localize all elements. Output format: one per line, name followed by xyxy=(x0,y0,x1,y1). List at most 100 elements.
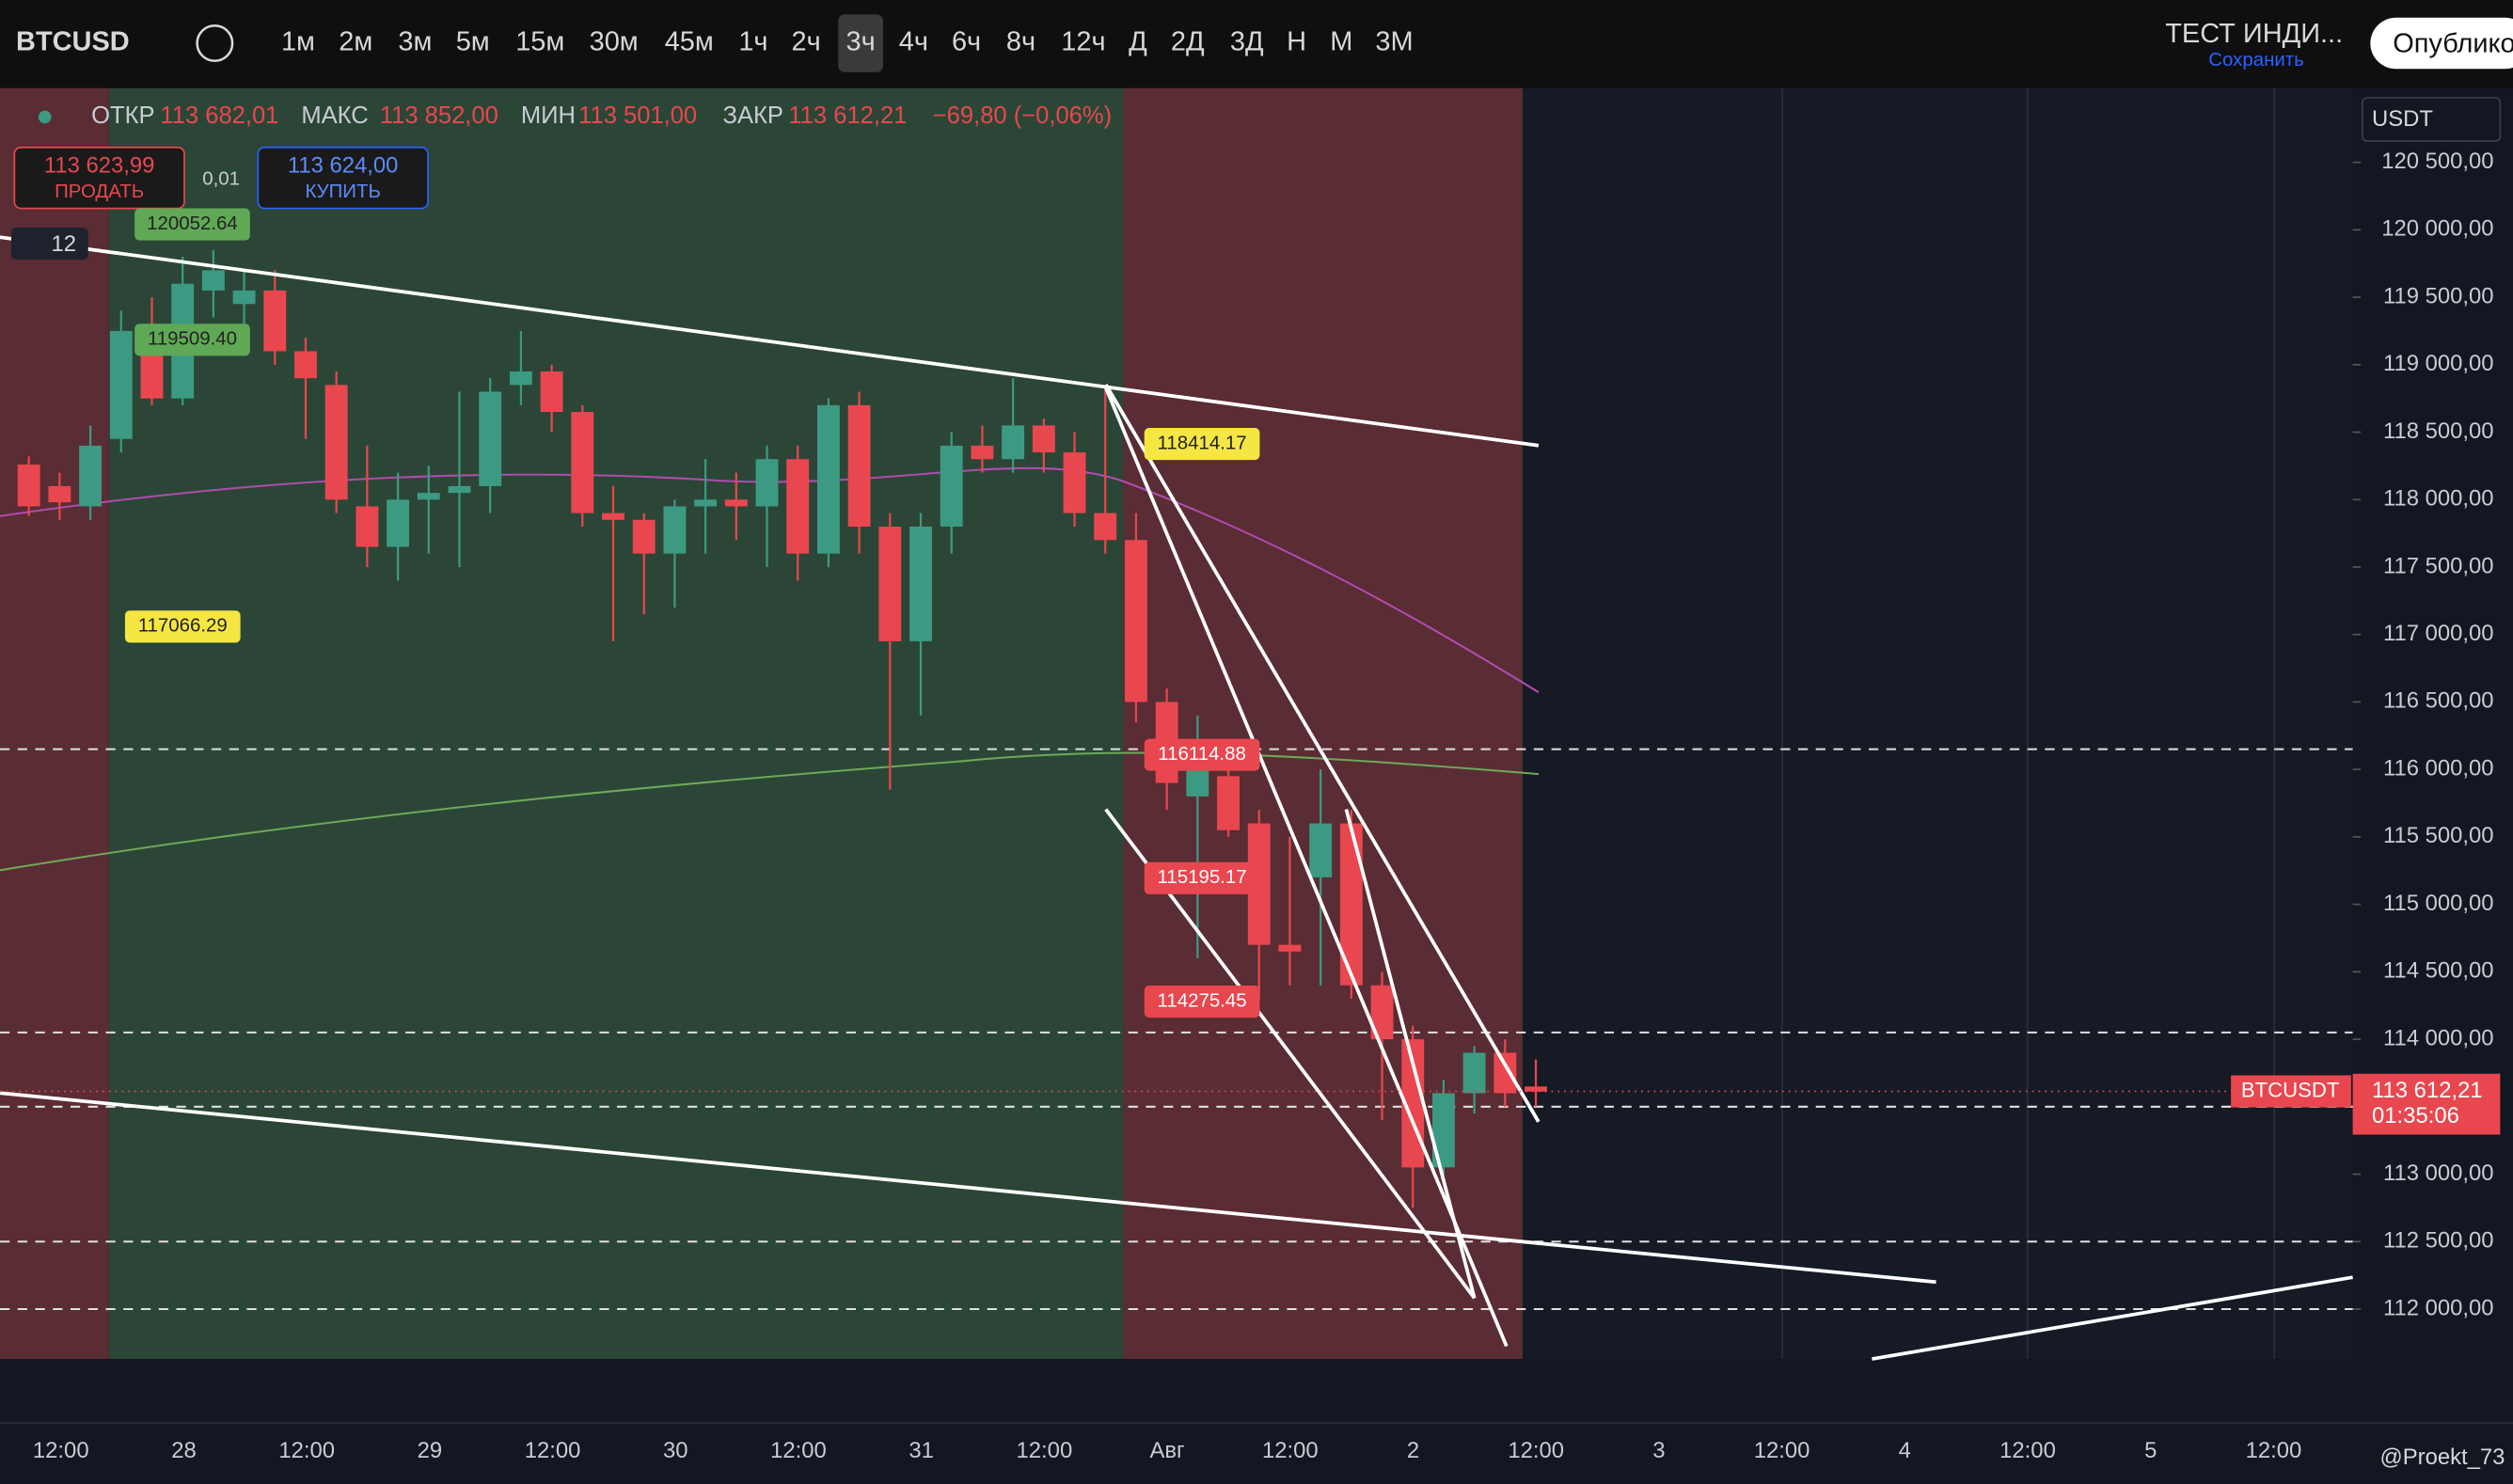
candle-body xyxy=(816,404,840,554)
interval[interactable]: 8ч xyxy=(1006,27,1035,57)
status-dot xyxy=(38,110,52,124)
price-axis xyxy=(2352,87,2513,1419)
candle-body xyxy=(909,526,932,641)
candle-body xyxy=(356,506,379,547)
currency[interactable]: USDT xyxy=(2372,106,2433,132)
interval[interactable]: 3ч xyxy=(846,27,875,57)
y-tick-label: 116 000,00 xyxy=(2383,755,2494,781)
x-tick-label: 12:00 xyxy=(2246,1438,2302,1463)
price-label: 117066.29 xyxy=(138,615,228,637)
candle-body xyxy=(602,513,624,520)
x-tick-label: 12:00 xyxy=(1754,1438,1810,1463)
sell-price[interactable]: 113 623,99 xyxy=(44,153,155,179)
sell[interactable]: ПРОДАТЬ xyxy=(55,181,144,202)
interval[interactable]: 15м xyxy=(515,27,564,57)
y-tick-label: 118 500,00 xyxy=(2383,418,2494,444)
x-tick-label: 12:00 xyxy=(1508,1438,1564,1463)
last-symbol: BTCUSDT xyxy=(2241,1078,2340,1101)
x-tick-label: 12:00 xyxy=(1017,1438,1073,1463)
save[interactable]: Сохранить xyxy=(2208,49,2304,71)
candle-body xyxy=(632,519,656,554)
candle-body xyxy=(1278,944,1302,952)
interval[interactable]: 6ч xyxy=(952,27,981,57)
x-tick-label: 2 xyxy=(1407,1438,1419,1463)
legend-change: −69,80 (−0,06%) xyxy=(933,103,1112,129)
x-tick-label: 31 xyxy=(909,1438,934,1463)
candle-body xyxy=(940,445,963,527)
candle-body xyxy=(847,404,871,527)
y-tick-label: 117 000,00 xyxy=(2383,621,2494,646)
candle-body xyxy=(1032,425,1055,453)
legend-label: МИН xyxy=(521,103,576,129)
add-symbol[interactable] xyxy=(196,24,234,63)
trend-lines xyxy=(0,235,2353,1361)
interval[interactable]: 3М xyxy=(1375,27,1413,57)
legend-label: ЗАКР xyxy=(723,103,783,129)
interval[interactable]: 2Д xyxy=(1171,27,1205,57)
buy-button[interactable] xyxy=(257,146,429,210)
candle-body xyxy=(1370,985,1394,1040)
x-tick-label: 4 xyxy=(1899,1438,1911,1463)
session-red xyxy=(1123,87,1523,1360)
price-label: 115195.17 xyxy=(1158,866,1247,888)
interval[interactable]: 5м xyxy=(456,27,490,57)
candle-body xyxy=(263,290,287,352)
price-label: 120052.64 xyxy=(147,213,238,234)
price-label: 116114.88 xyxy=(1158,743,1246,765)
interval[interactable]: М xyxy=(1330,27,1352,57)
counter-box[interactable] xyxy=(10,227,88,260)
interval[interactable]: 30м xyxy=(590,27,639,57)
layout-name[interactable]: ТЕСТ ИНДИ... xyxy=(2165,19,2343,49)
x-tick-label: 12:00 xyxy=(33,1438,89,1463)
sell-button[interactable] xyxy=(13,146,185,210)
publish[interactable]: Опублико xyxy=(2393,28,2513,58)
interval[interactable]: 3Д xyxy=(1230,27,1264,57)
candle-body xyxy=(324,385,348,500)
x-tick-label: 12:00 xyxy=(770,1438,827,1463)
y-tick-label: 112 500,00 xyxy=(2383,1228,2494,1254)
interval[interactable]: Н xyxy=(1287,27,1306,57)
publish-button[interactable] xyxy=(2370,17,2513,70)
legend-value: 113 682,01 xyxy=(160,103,278,129)
price-label-box xyxy=(1144,738,1260,771)
x-tick-label: 5 xyxy=(2144,1438,2157,1463)
interval[interactable]: 12ч xyxy=(1061,27,1105,57)
y-tick-label: 118 000,00 xyxy=(2383,486,2494,512)
interval[interactable]: 2ч xyxy=(792,27,821,57)
interval[interactable]: 4ч xyxy=(899,27,928,57)
toolbar xyxy=(0,0,2513,84)
candle-body xyxy=(878,526,902,641)
y-tick-label: 114 500,00 xyxy=(2383,958,2494,984)
interval[interactable]: 3м xyxy=(398,27,432,57)
session-green xyxy=(108,87,1124,1360)
x-tick-label: 29 xyxy=(418,1438,443,1463)
x-tick-label: 12:00 xyxy=(525,1438,581,1463)
buy-price[interactable]: 113 624,00 xyxy=(288,153,399,179)
candle-body xyxy=(1094,513,1117,541)
x-tick-label: Авг xyxy=(1149,1438,1184,1463)
buy[interactable]: КУПИТЬ xyxy=(305,181,380,202)
symbol[interactable]: BTCUSD xyxy=(16,27,130,57)
candle-body xyxy=(786,459,810,554)
counter[interactable]: 12 xyxy=(52,231,77,257)
legend-value: 113 852,00 xyxy=(380,103,498,129)
interval[interactable]: 1м xyxy=(281,27,315,57)
currency-select[interactable] xyxy=(2361,97,2502,142)
candle-body xyxy=(479,391,502,486)
interval[interactable]: 1ч xyxy=(738,27,767,57)
candle-body xyxy=(387,499,410,547)
session-red xyxy=(0,87,109,1360)
y-tick-label: 120 000,00 xyxy=(2381,216,2493,242)
candle-body xyxy=(201,270,225,291)
legend-label: ОТКР xyxy=(91,103,154,129)
last-symbol-box xyxy=(2231,1075,2351,1108)
interval[interactable]: 2м xyxy=(339,27,372,57)
x-tick-label: 12:00 xyxy=(1999,1438,2056,1463)
interval[interactable]: Д xyxy=(1129,27,1147,57)
interval[interactable]: 45м xyxy=(665,27,714,57)
candle-body xyxy=(48,485,71,503)
last-price-box xyxy=(2352,1073,2501,1135)
x-tick-label: 3 xyxy=(1652,1438,1665,1463)
candle-body xyxy=(79,445,103,507)
